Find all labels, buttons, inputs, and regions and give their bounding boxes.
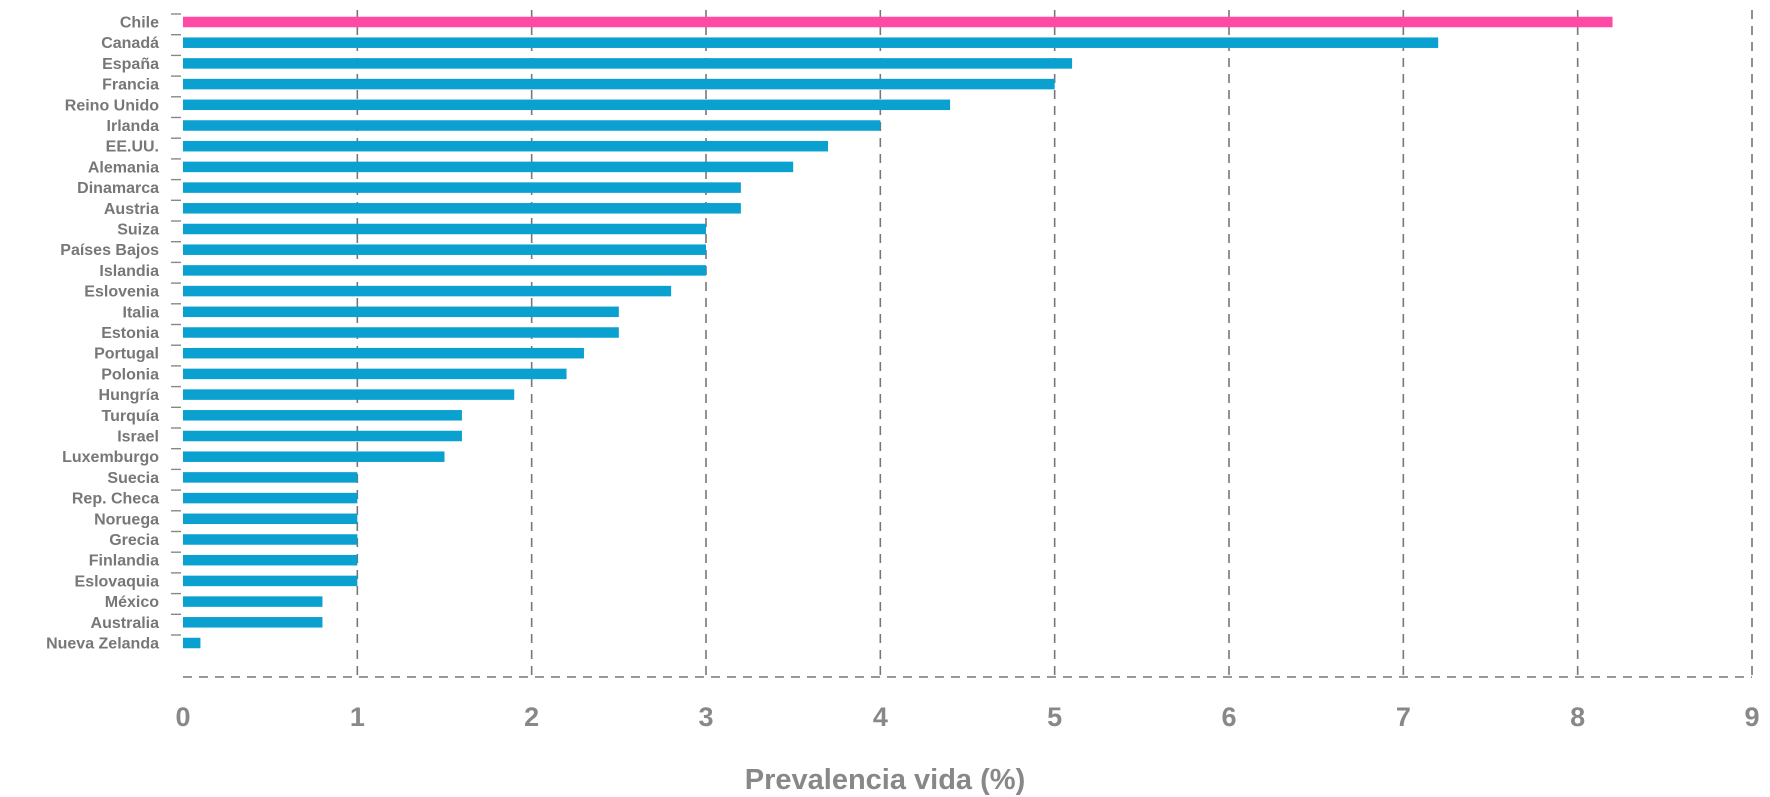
- x-tick-label: 0: [175, 702, 190, 732]
- category-label: Rep. Checa: [72, 491, 159, 508]
- x-tick-label: 2: [524, 702, 539, 732]
- bar: [183, 347, 584, 359]
- x-axis-tick-labels: 0 1 2 3 4 5 6 7 8 9: [175, 702, 1759, 732]
- bars: [183, 16, 1613, 649]
- bar: [183, 368, 567, 380]
- x-tick-label: 5: [1047, 702, 1062, 732]
- category-label: Alemania: [88, 159, 159, 176]
- bar: [183, 182, 741, 193]
- category-label: Francia: [102, 77, 159, 94]
- bar: [183, 637, 201, 649]
- category-label: Dinamarca: [77, 180, 159, 197]
- bar: [183, 285, 672, 297]
- category-label: Portugal: [94, 346, 159, 363]
- category-labels: Chile Canadá España Francia Reino Unido Irlan…: [46, 15, 159, 653]
- category-label: Grecia: [109, 532, 159, 549]
- category-label: Islandia: [99, 263, 159, 280]
- category-label: Finlandia: [89, 553, 159, 570]
- category-label: Reino Unido: [65, 97, 159, 114]
- x-tick-label: 6: [1221, 702, 1236, 732]
- category-label: Eslovaquia: [75, 573, 160, 590]
- category-label: Turquía: [102, 408, 160, 425]
- bar: [183, 58, 1073, 69]
- category-label: Italia: [123, 304, 160, 321]
- category-label: México: [105, 594, 159, 611]
- bar: [183, 306, 619, 318]
- category-label: España: [102, 56, 159, 73]
- category-label: Austria: [104, 201, 159, 218]
- bar: [183, 99, 951, 111]
- bar: [183, 327, 619, 338]
- category-label: Nueva Zelanda: [46, 636, 159, 653]
- grid-lines: [183, 10, 1753, 682]
- category-label: Suiza: [117, 222, 159, 239]
- bar: [183, 265, 706, 276]
- bar: [183, 410, 462, 421]
- bar: [183, 451, 445, 462]
- bar: [183, 16, 1613, 28]
- bar: [183, 37, 1439, 48]
- bar: [183, 596, 323, 607]
- category-label: Países Bajos: [60, 242, 159, 259]
- category-label: Hungría: [99, 387, 160, 404]
- category-label: Irlanda: [107, 118, 160, 135]
- bar: [183, 389, 515, 400]
- category-label: EE.UU.: [106, 139, 159, 156]
- bar: [183, 78, 1055, 90]
- x-tick-label: 1: [350, 702, 365, 732]
- bar: [183, 223, 706, 235]
- x-tick-label: 8: [1570, 702, 1585, 732]
- bar: [183, 534, 358, 545]
- category-label: Eslovenia: [84, 284, 159, 301]
- category-label: Chile: [120, 15, 159, 32]
- x-tick-label: 9: [1744, 702, 1759, 732]
- bar: [183, 140, 829, 152]
- category-label: Suecia: [107, 470, 159, 487]
- bar: [183, 430, 462, 442]
- category-label: Polonia: [101, 366, 159, 383]
- bar: [183, 203, 741, 214]
- category-label: Estonia: [101, 325, 159, 342]
- y-axis-ticks: [171, 13, 181, 636]
- x-tick-label: 7: [1396, 702, 1411, 732]
- bar: [183, 617, 323, 628]
- category-label: Noruega: [94, 511, 159, 528]
- bar: [183, 472, 358, 483]
- category-label: Australia: [91, 615, 160, 632]
- category-label: Luxemburgo: [62, 449, 159, 466]
- bar: [183, 120, 881, 131]
- bar: [183, 244, 706, 255]
- category-label: Israel: [117, 429, 159, 446]
- bar: [183, 575, 358, 587]
- bar: [183, 161, 794, 173]
- bar: [183, 554, 358, 566]
- category-label: Canadá: [101, 35, 159, 52]
- x-axis-title: Prevalencia vida (%): [745, 764, 1025, 796]
- bar: [183, 513, 358, 525]
- x-tick-label: 4: [873, 702, 888, 732]
- x-tick-label: 3: [698, 702, 713, 732]
- bar: [183, 492, 358, 504]
